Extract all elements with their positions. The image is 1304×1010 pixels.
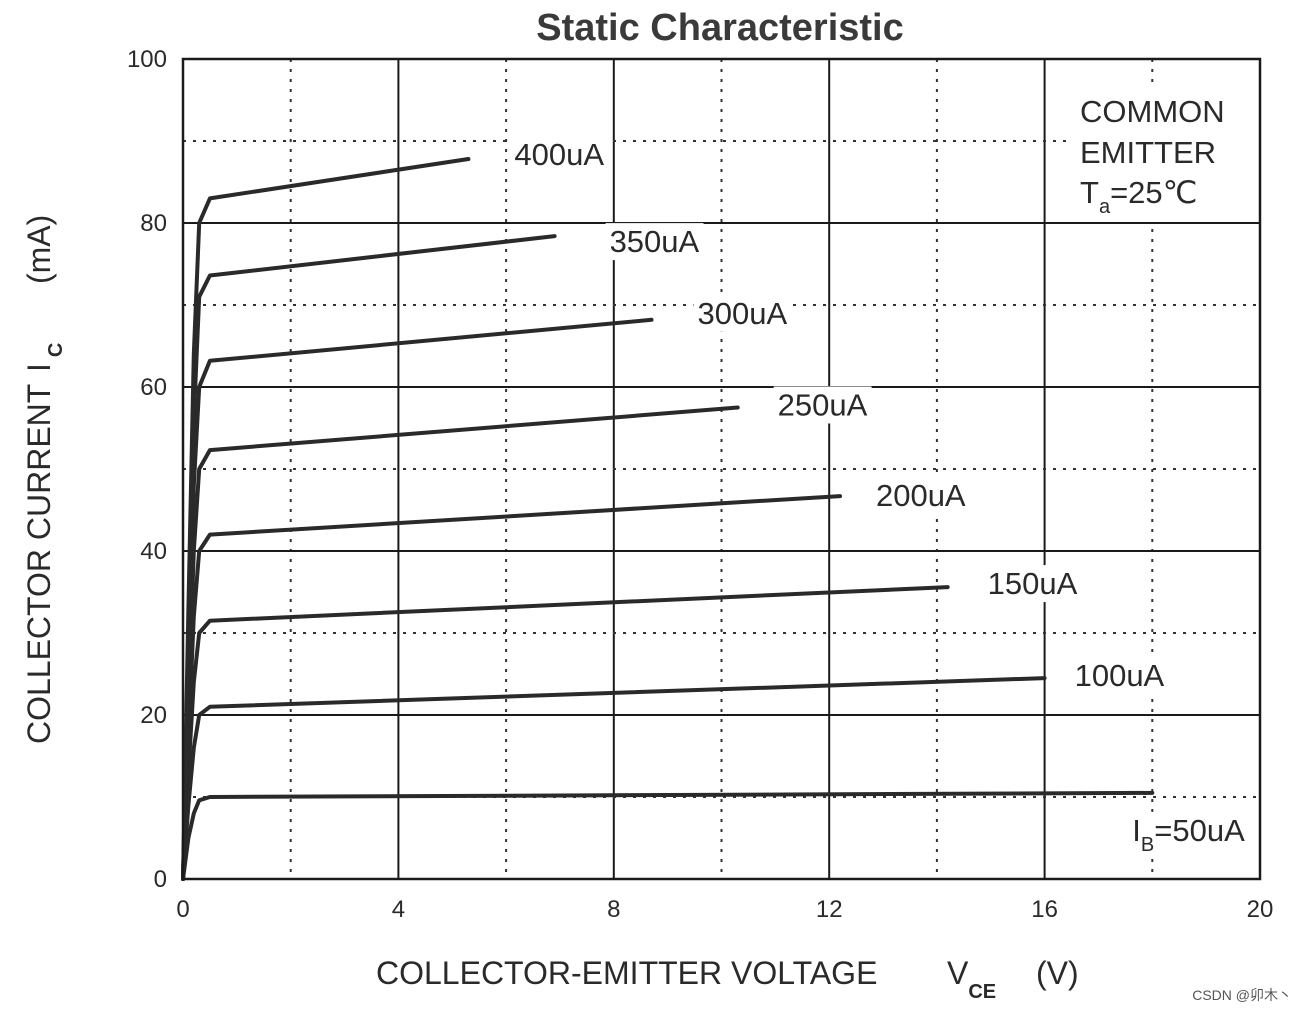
y-tick-label: 80 — [140, 210, 167, 237]
y-axis-unit: (mA) — [21, 215, 57, 284]
y-tick-label: 0 — [154, 866, 167, 893]
curve-label-250uA: 250uA — [778, 388, 868, 423]
curve-label-subscript: B — [1141, 834, 1154, 856]
curve-label-value: 400uA — [514, 137, 604, 172]
curve-label-value: 100uA — [1075, 658, 1165, 693]
watermark: CSDN @卯木丶 — [1192, 987, 1292, 1003]
y-axis-symbol-letter: I — [21, 363, 57, 372]
curve-label-value: =50uA — [1154, 813, 1245, 848]
curve-label-I: IB=50uA — [1132, 813, 1245, 856]
curve-label-value: 200uA — [876, 478, 966, 513]
annotation-line3: Ta=25℃ — [1080, 175, 1197, 218]
plot-frame — [181, 57, 1262, 881]
curve-labels: IB=50uA 100uA 150uA 200uA 250uA 300uA 350uA 400… — [510, 136, 1250, 857]
curve-label-300uA: 300uA — [697, 296, 787, 331]
curve-label-background — [1070, 657, 1169, 695]
y-axis-label-group: COLLECTOR CURRENT IC (mA) — [21, 215, 67, 744]
chart-title: Static Characteristic — [536, 7, 904, 49]
annotation-box: COMMON EMITTER Ta=25℃ — [1068, 86, 1258, 222]
x-axis-label: COLLECTOR-EMITTER VOLTAGE — [376, 955, 877, 991]
annotation-background — [1068, 86, 1258, 222]
annotation-temp-symbol: T — [1080, 175, 1099, 210]
tick-labels: 0 4 8 12 16 20 0 20 40 60 80 100 — [127, 46, 1273, 923]
y-tick-label: 40 — [140, 538, 167, 565]
annotation-line2: EMITTER — [1080, 135, 1216, 170]
y-tick-label: 100 — [127, 46, 167, 73]
curve-label-background — [773, 386, 872, 424]
curve-label-200uA: 200uA — [876, 478, 966, 513]
curve-label-background — [1128, 811, 1250, 857]
curve-400uA — [181, 157, 471, 881]
curve-I — [181, 790, 1155, 881]
x-tick-label: 4 — [392, 896, 405, 923]
y-axis-label-text: COLLECTOR CURRENT — [21, 384, 57, 744]
curve-label-background — [693, 294, 792, 332]
x-tick-label: 16 — [1031, 896, 1058, 923]
curve-label-value: 300uA — [697, 296, 787, 331]
x-tick-label: 12 — [816, 896, 843, 923]
y-tick-label: 20 — [140, 702, 167, 729]
x-axis-symbol-letter: V — [947, 955, 969, 991]
curve-label-400uA: 400uA — [514, 137, 604, 172]
x-axis-label-text: COLLECTOR-EMITTER VOLTAGE — [376, 955, 877, 991]
x-axis-symbol: VCE — [947, 955, 996, 1003]
annotation-temp-subscript: a — [1099, 196, 1111, 218]
y-axis-symbol-subscript: C — [45, 343, 67, 357]
curve-label-background — [871, 477, 970, 515]
curve-label-100uA: 100uA — [1075, 658, 1165, 693]
curves — [181, 157, 1155, 881]
curve-label-background — [983, 565, 1082, 603]
x-tick-label: 20 — [1247, 896, 1274, 923]
y-tick-label: 60 — [140, 374, 167, 401]
curve-250uA — [181, 405, 740, 881]
curve-label-value: 150uA — [988, 566, 1078, 601]
x-tick-label: 8 — [607, 896, 620, 923]
curve-label-350uA: 350uA — [610, 224, 700, 259]
x-axis-unit: (V) — [1036, 955, 1079, 991]
curve-label-background — [605, 223, 704, 261]
grid — [183, 59, 1260, 879]
x-axis-symbol-subscript: CE — [968, 981, 996, 1003]
curve-label-value: 250uA — [778, 388, 868, 423]
curve-label-background — [510, 136, 609, 174]
curve-label-value: 350uA — [610, 224, 700, 259]
curve-label-150uA: 150uA — [988, 566, 1078, 601]
x-tick-label: 0 — [176, 896, 189, 923]
annotation-line1: COMMON — [1080, 94, 1225, 129]
curve-label-symbol: I — [1132, 813, 1141, 848]
annotation-temp-value: =25℃ — [1110, 175, 1197, 210]
y-axis-symbol: IC — [21, 343, 67, 372]
curve-150uA — [181, 585, 950, 881]
